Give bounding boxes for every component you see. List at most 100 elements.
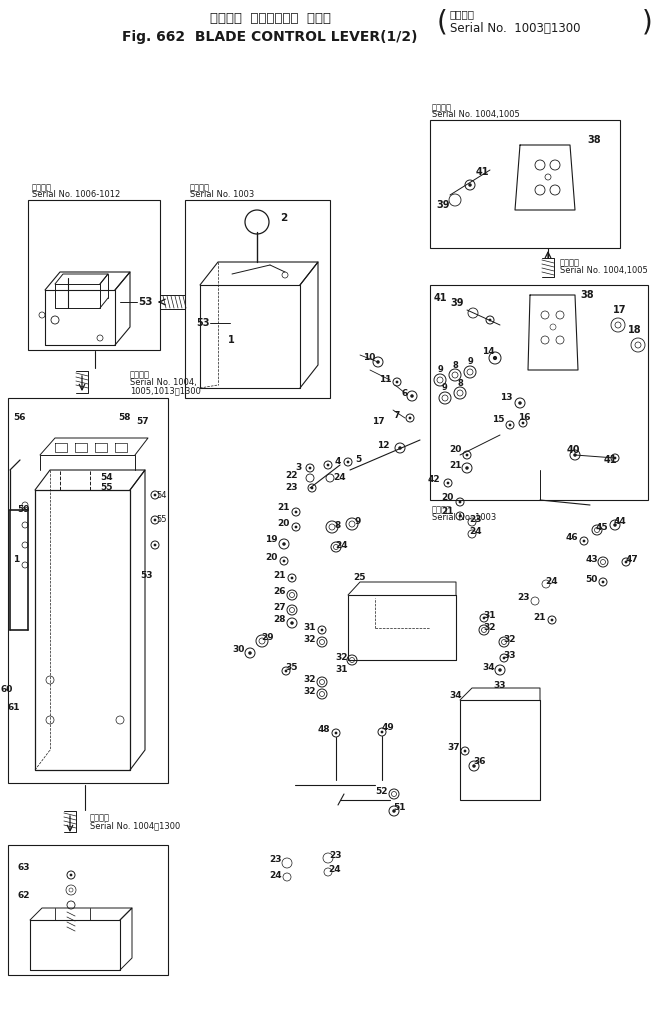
Text: 32: 32 [335, 654, 348, 663]
Circle shape [518, 402, 521, 405]
Circle shape [465, 466, 469, 470]
Bar [185, 200, 330, 398]
Circle shape [489, 319, 491, 322]
Text: 38: 38 [580, 290, 594, 300]
Text: Serial No.  1003～1300: Serial No. 1003～1300 [450, 21, 581, 34]
Text: 23: 23 [470, 516, 482, 525]
Text: 6: 6 [402, 388, 408, 398]
Text: Serial No. 1004,1005: Serial No. 1004,1005 [432, 110, 519, 119]
Text: 35: 35 [286, 664, 298, 673]
Circle shape [410, 395, 414, 398]
Text: 16: 16 [517, 414, 530, 423]
Circle shape [498, 668, 502, 672]
Text: 53: 53 [138, 297, 153, 307]
Text: 21: 21 [442, 508, 454, 517]
Circle shape [614, 457, 616, 459]
Text: 10: 10 [363, 353, 375, 362]
Text: 44: 44 [614, 518, 626, 527]
Circle shape [248, 651, 252, 655]
Text: 63: 63 [18, 864, 30, 873]
Bar [430, 120, 620, 248]
Text: 50: 50 [585, 575, 598, 584]
Text: 41: 41 [475, 167, 489, 177]
Text: Serial No. 1003: Serial No. 1003 [190, 190, 254, 199]
Text: 39: 39 [450, 298, 464, 308]
Text: 1: 1 [228, 335, 235, 345]
Text: 15: 15 [493, 416, 505, 425]
Text: 62: 62 [18, 891, 30, 899]
Text: 8: 8 [452, 360, 458, 369]
Text: 33: 33 [494, 680, 506, 689]
Text: 34: 34 [450, 690, 462, 699]
Circle shape [294, 526, 298, 529]
Circle shape [398, 446, 402, 450]
Circle shape [601, 580, 604, 583]
Circle shape [308, 466, 311, 469]
Text: 23: 23 [329, 851, 341, 860]
Text: 51: 51 [394, 803, 407, 812]
Text: 58: 58 [118, 414, 130, 423]
Text: 53: 53 [196, 318, 210, 328]
Text: 9: 9 [355, 518, 361, 527]
Text: 37: 37 [448, 744, 460, 753]
Text: 7: 7 [394, 411, 400, 420]
Text: ): ) [642, 8, 653, 36]
Text: 41: 41 [433, 293, 447, 303]
Text: (: ( [437, 8, 448, 36]
Text: 46: 46 [565, 534, 578, 543]
Circle shape [380, 731, 384, 734]
Circle shape [376, 360, 380, 364]
Text: 49: 49 [382, 723, 394, 733]
Bar [28, 200, 160, 350]
Text: 40: 40 [566, 445, 580, 455]
Text: 12: 12 [378, 441, 390, 449]
Text: 9: 9 [437, 365, 443, 374]
Text: 9: 9 [467, 357, 473, 366]
Text: 17: 17 [372, 418, 385, 427]
Text: 59: 59 [17, 506, 30, 515]
Circle shape [283, 560, 286, 562]
Circle shape [447, 481, 450, 484]
Circle shape [285, 670, 288, 672]
Text: 24: 24 [336, 541, 348, 550]
Text: 23: 23 [517, 593, 530, 602]
Text: 24: 24 [334, 473, 346, 482]
Bar [460, 700, 540, 800]
Text: 32: 32 [304, 636, 316, 645]
Text: 11: 11 [380, 375, 392, 384]
Circle shape [493, 356, 497, 360]
Text: Serial No. 1004～1300: Serial No. 1004～1300 [90, 821, 180, 830]
Circle shape [624, 561, 628, 563]
Text: 30: 30 [233, 646, 245, 655]
Circle shape [70, 874, 73, 877]
Text: 24: 24 [329, 866, 341, 875]
Text: 57: 57 [136, 418, 149, 427]
Circle shape [327, 463, 329, 466]
Text: 23: 23 [286, 482, 298, 491]
Text: 47: 47 [626, 556, 638, 564]
Circle shape [550, 619, 554, 622]
Text: 28: 28 [274, 615, 286, 625]
Text: 1005,1013～1300: 1005,1013～1300 [130, 386, 201, 396]
Text: Serial No. 1004,1005: Serial No. 1004,1005 [560, 266, 648, 275]
Circle shape [154, 493, 157, 496]
Text: 27: 27 [274, 602, 286, 611]
Bar [430, 285, 648, 500]
Text: 13: 13 [501, 394, 513, 403]
Text: 5: 5 [355, 454, 361, 463]
Text: 20: 20 [450, 446, 462, 454]
Circle shape [466, 454, 468, 456]
Text: 適用号機: 適用号機 [450, 9, 475, 19]
Circle shape [294, 511, 298, 514]
Text: 55: 55 [157, 516, 167, 525]
Text: 43: 43 [585, 556, 598, 564]
Text: 54: 54 [157, 490, 167, 499]
Text: 21: 21 [278, 503, 290, 513]
Text: 8: 8 [335, 521, 341, 530]
Text: 20: 20 [442, 493, 454, 502]
Text: 29: 29 [261, 634, 274, 643]
Text: 21: 21 [274, 570, 286, 579]
Text: 20: 20 [278, 519, 290, 528]
Text: 56: 56 [13, 414, 26, 423]
Text: 19: 19 [265, 536, 278, 545]
